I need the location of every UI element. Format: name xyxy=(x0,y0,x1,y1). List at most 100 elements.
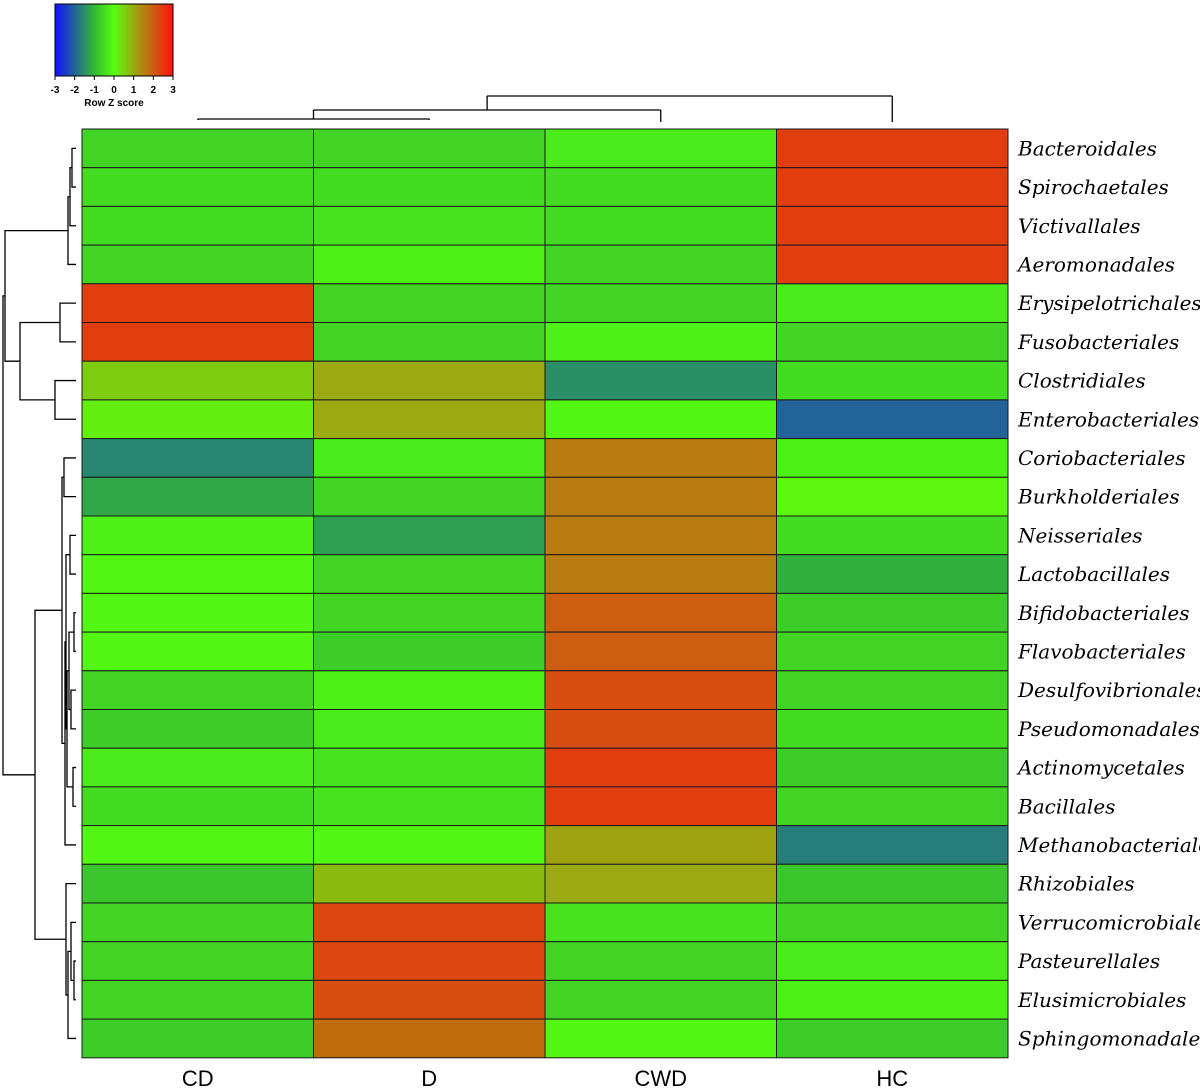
heatmap-cell xyxy=(313,709,546,749)
heatmap-cell xyxy=(544,631,777,672)
row-label: Neisseriales xyxy=(1017,523,1142,547)
color-key: -3 -2 -1 0 1 2 3 Row Z score xyxy=(51,3,176,109)
heatmap-cell xyxy=(313,283,546,323)
heatmap-cell xyxy=(81,709,314,749)
heatmap-cell xyxy=(776,515,1009,556)
heatmap-cell xyxy=(776,1018,1009,1059)
color-key-tick-label: 3 xyxy=(170,85,176,96)
heatmap-cell xyxy=(544,167,777,207)
heatmap-cell xyxy=(776,670,1009,710)
row-dendrogram-branch xyxy=(67,950,76,1040)
row-label: Clostridiales xyxy=(1018,369,1146,393)
heatmap-cell xyxy=(81,399,314,440)
heatmap-cell xyxy=(313,592,546,633)
column-label: D xyxy=(421,1066,437,1090)
row-label: Aeromonadales xyxy=(1016,252,1175,276)
heatmap-cell xyxy=(776,476,1009,517)
row-label: Pseudomonadales xyxy=(1017,717,1200,741)
row-dendrogram-branch xyxy=(19,321,60,401)
heatmap-cell xyxy=(544,786,777,827)
heatmap-cell xyxy=(313,515,546,556)
heatmap-cell xyxy=(81,438,314,478)
heatmap-cell xyxy=(313,360,546,401)
heatmap-cell xyxy=(544,979,777,1020)
heatmap-cell xyxy=(776,128,1009,169)
row-label: Sphingomonadales xyxy=(1018,1026,1200,1050)
heatmap-cell xyxy=(313,205,546,246)
heatmap-cell xyxy=(544,322,777,362)
heatmap-cell xyxy=(776,244,1009,285)
heatmap-cell xyxy=(81,902,314,943)
heatmap-cell xyxy=(313,786,546,827)
row-label: Rhizobiales xyxy=(1017,872,1135,896)
row-label: Enterobacteriales xyxy=(1017,407,1199,431)
heatmap-cell xyxy=(81,360,314,401)
heatmap-cell xyxy=(776,554,1009,594)
row-dendrogram-branch xyxy=(63,457,76,498)
row-label: Pasteurellales xyxy=(1017,949,1160,973)
heatmap-cell xyxy=(544,515,777,556)
row-label: Flavobacteriales xyxy=(1017,639,1186,663)
color-key-bar xyxy=(54,3,174,77)
heatmap-cell xyxy=(544,438,777,478)
heatmap-cell xyxy=(544,709,777,749)
heatmap-cell xyxy=(776,631,1009,672)
heatmap-cell xyxy=(313,476,546,517)
column-labels: CD D CWD HC xyxy=(182,1066,908,1090)
row-label: Burkholderiales xyxy=(1017,485,1180,509)
heatmap-cell xyxy=(544,360,777,401)
heatmap-cell xyxy=(544,941,777,981)
heatmap-cell xyxy=(544,476,777,517)
heatmap-cell xyxy=(544,670,777,710)
heatmap-cell xyxy=(776,863,1009,904)
heatmap-cell xyxy=(313,747,546,788)
heatmap-cell xyxy=(776,592,1009,633)
heatmap-cell xyxy=(81,1018,314,1059)
heatmap-cell xyxy=(544,1018,777,1059)
heatmap-cell xyxy=(81,747,314,788)
row-dendrogram-branch xyxy=(73,960,76,1001)
heatmap-cell xyxy=(544,863,777,904)
heatmap-cell xyxy=(81,786,314,827)
row-dendrogram-branch xyxy=(59,302,76,343)
color-key-tick-label: -1 xyxy=(90,85,99,96)
heatmap-cell xyxy=(544,554,777,594)
heatmap-cell xyxy=(81,322,314,362)
row-dendrogram xyxy=(2,147,76,1040)
heatmap-cell xyxy=(544,747,777,788)
row-labels: Bacteroidales Spirochaetales Victivallales… xyxy=(1016,136,1200,1050)
row-label: Coriobacteriales xyxy=(1018,446,1186,470)
column-label: CD xyxy=(182,1066,214,1090)
row-label: Lactobacillales xyxy=(1017,562,1170,586)
heatmap-cell xyxy=(81,128,314,169)
heatmap-cell xyxy=(544,592,777,633)
heatmap-cell xyxy=(81,167,314,207)
color-key-tick-label: 2 xyxy=(151,85,157,96)
heatmap-cell xyxy=(544,902,777,943)
heatmap-cell xyxy=(544,205,777,246)
row-label: Desulfovibrionales xyxy=(1017,678,1200,702)
heatmap-cell xyxy=(776,438,1009,478)
heatmap-cell xyxy=(776,786,1009,827)
column-dendrogram xyxy=(197,95,893,122)
heatmap-cell xyxy=(776,902,1009,943)
heatmap-cell xyxy=(81,283,314,323)
heatmap-cell xyxy=(81,476,314,517)
heatmap-cell xyxy=(776,283,1009,323)
row-label: Erysipelotrichales xyxy=(1017,291,1200,315)
heatmap-cell xyxy=(776,205,1009,246)
heatmap-cell xyxy=(776,360,1009,401)
row-label: Bacillales xyxy=(1017,794,1115,818)
heatmap-cell xyxy=(313,438,546,478)
heatmap-cell xyxy=(313,167,546,207)
heatmap-cell xyxy=(81,631,314,672)
heatmap-cell xyxy=(313,399,546,440)
heatmap-cell xyxy=(81,244,314,285)
heatmap-cell xyxy=(776,399,1009,440)
heatmap-cell xyxy=(776,167,1009,207)
heatmap-cell xyxy=(81,863,314,904)
color-key-tick-label: 1 xyxy=(131,85,137,96)
heatmap-cell xyxy=(313,1018,546,1059)
row-dendrogram-branch xyxy=(67,196,76,266)
